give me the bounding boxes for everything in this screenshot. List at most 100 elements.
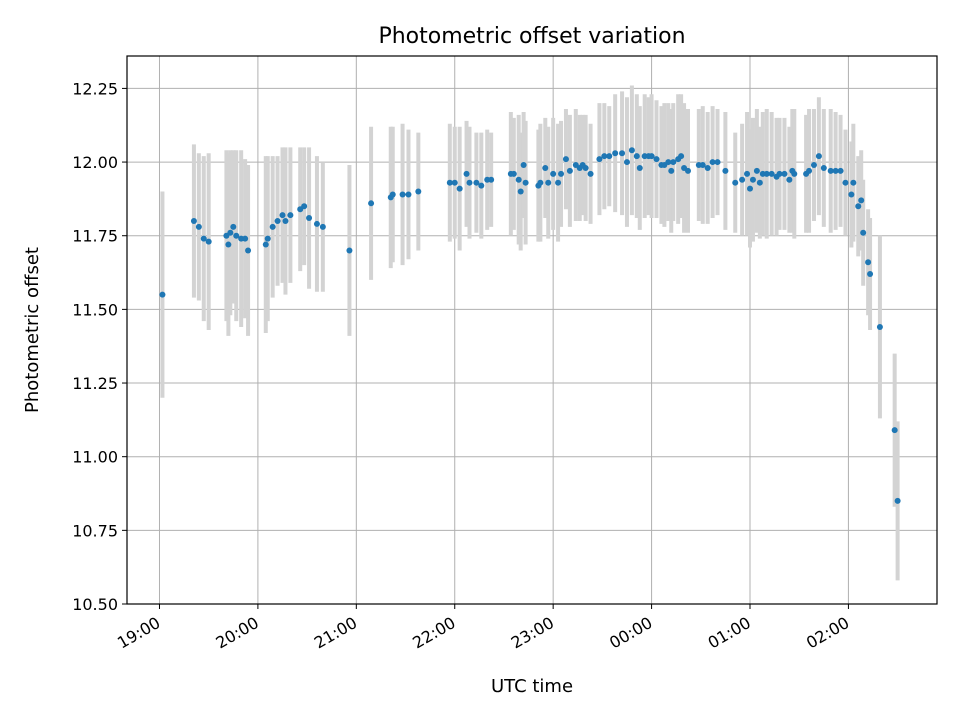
- data-point: [562, 156, 569, 163]
- data-point: [596, 156, 603, 163]
- data-point: [456, 185, 463, 192]
- data-points: [159, 147, 901, 504]
- data-point: [791, 170, 798, 177]
- plot-area-frame: [126, 55, 938, 605]
- data-point: [763, 170, 770, 177]
- data-point: [860, 229, 867, 236]
- data-point: [850, 179, 857, 186]
- data-point: [815, 153, 822, 160]
- data-point: [678, 153, 685, 160]
- data-point: [473, 179, 480, 186]
- data-point: [200, 235, 207, 242]
- data-point: [832, 167, 839, 174]
- data-point: [451, 179, 458, 186]
- data-point: [537, 179, 544, 186]
- data-point: [346, 247, 353, 254]
- data-point: [891, 427, 898, 434]
- data-point: [550, 170, 557, 177]
- data-point: [545, 179, 552, 186]
- data-point: [233, 232, 240, 239]
- data-point: [732, 179, 739, 186]
- data-point: [389, 191, 396, 198]
- data-point: [636, 164, 643, 171]
- data-point: [262, 241, 269, 248]
- data-point: [313, 220, 320, 227]
- data-point: [670, 159, 677, 166]
- data-point: [282, 217, 289, 224]
- data-point: [190, 217, 197, 224]
- data-point: [264, 235, 271, 242]
- data-point: [319, 223, 326, 230]
- data-point: [601, 153, 608, 160]
- data-point: [227, 229, 234, 236]
- chart-title: Photometric offset variation: [378, 24, 685, 49]
- data-point: [463, 170, 470, 177]
- data-point: [633, 153, 640, 160]
- data-point: [786, 176, 793, 183]
- y-tick-label: 12.00: [72, 153, 118, 172]
- data-point: [827, 167, 834, 174]
- data-point: [842, 179, 849, 186]
- data-point: [279, 212, 286, 219]
- data-point: [517, 188, 524, 195]
- data-point: [749, 176, 756, 183]
- data-point: [242, 235, 249, 242]
- x-axis-label: UTC time: [491, 676, 573, 697]
- data-point: [566, 167, 573, 174]
- data-point: [515, 176, 522, 183]
- data-point: [704, 164, 711, 171]
- data-point: [587, 170, 594, 177]
- data-point: [820, 164, 827, 171]
- data-point: [274, 217, 281, 224]
- data-point: [648, 153, 655, 160]
- y-axis-ticks: 10.50 10.75 11.00 11.25 11.50 11.75 12.00 12.25: [72, 79, 127, 614]
- data-point: [510, 170, 517, 177]
- data-point: [894, 497, 901, 504]
- data-point: [781, 170, 788, 177]
- data-point: [606, 153, 613, 160]
- data-point: [446, 179, 453, 186]
- data-point: [399, 191, 406, 198]
- data-point: [612, 150, 619, 157]
- data-point: [623, 159, 630, 166]
- data-point: [405, 191, 412, 198]
- data-point: [684, 167, 691, 174]
- data-point: [747, 185, 754, 192]
- data-point: [628, 147, 635, 154]
- data-point: [619, 150, 626, 157]
- data-point: [756, 179, 763, 186]
- data-point: [753, 167, 760, 174]
- y-tick-label: 11.00: [72, 448, 118, 467]
- data-point: [542, 164, 549, 171]
- data-point: [848, 191, 855, 198]
- y-axis-label: Photometric offset: [22, 247, 43, 413]
- data-point: [558, 170, 565, 177]
- data-point: [225, 241, 232, 248]
- data-point: [744, 170, 751, 177]
- data-point: [205, 238, 212, 245]
- data-point: [230, 223, 237, 230]
- data-point: [287, 212, 294, 219]
- data-point: [522, 179, 529, 186]
- data-point: [806, 167, 813, 174]
- data-point: [876, 324, 883, 331]
- data-point: [739, 176, 746, 183]
- data-point: [301, 203, 308, 210]
- y-tick-label: 11.25: [72, 374, 118, 393]
- data-point: [722, 167, 729, 174]
- data-point: [478, 182, 485, 189]
- data-point: [159, 291, 166, 298]
- data-point: [714, 159, 721, 166]
- data-point: [776, 170, 783, 177]
- y-tick-label: 11.50: [72, 300, 118, 319]
- data-point: [665, 159, 672, 166]
- y-tick-label: 11.75: [72, 227, 118, 246]
- data-point: [269, 223, 276, 230]
- data-point: [245, 247, 252, 254]
- data-point: [466, 179, 473, 186]
- data-point: [195, 223, 202, 230]
- data-point: [520, 162, 527, 169]
- data-point: [555, 179, 562, 186]
